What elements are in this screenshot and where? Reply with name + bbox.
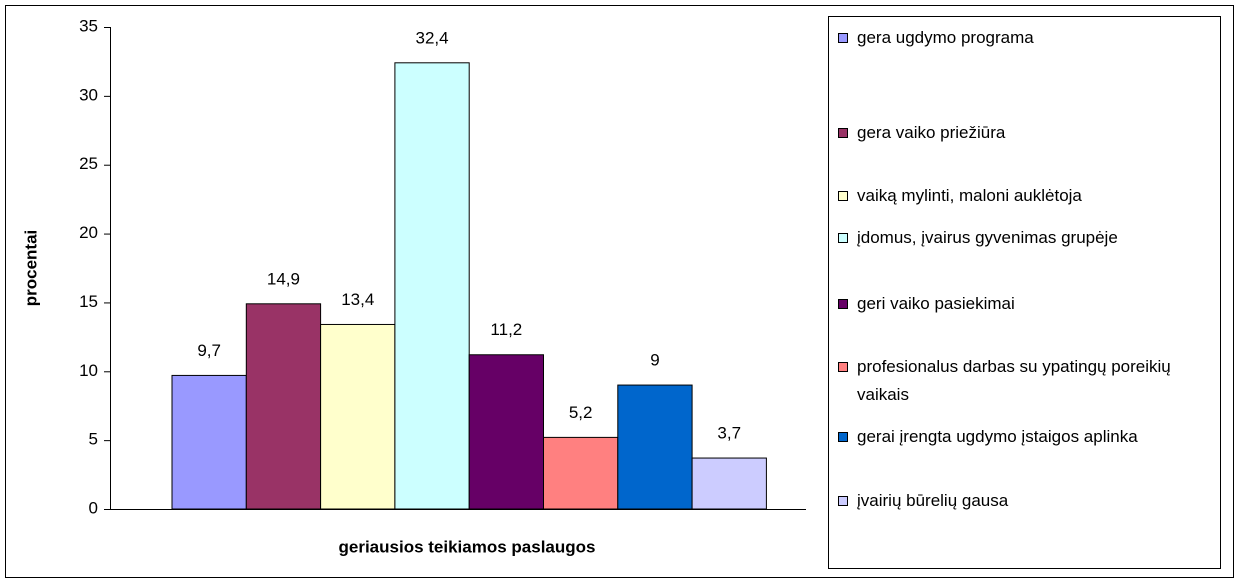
legend-item: įvairių būrelių gausa (838, 487, 1227, 515)
bar (394, 62, 470, 510)
legend-swatch (838, 299, 848, 309)
legend-label: vaiką mylinti, maloni auklėtoja (857, 186, 1082, 205)
bar (171, 374, 247, 510)
legend-swatch (838, 33, 848, 43)
y-tick-label: 25 (79, 154, 98, 173)
legend-label: įdomus, įvairus gyvenimas grupėje (857, 228, 1118, 247)
bar (468, 354, 545, 510)
data-label: 9 (650, 351, 659, 370)
bar (543, 436, 619, 510)
data-label: 32,4 (416, 28, 449, 47)
legend-item: gera vaiko priežiūra (838, 119, 1227, 147)
bar (691, 457, 767, 510)
y-tick-label: 15 (79, 292, 98, 311)
y-tick-label: 20 (79, 223, 98, 242)
chart-border (5, 5, 1234, 578)
legend-label: įvairių būrelių gausa (857, 491, 1009, 510)
legend-item: gera ugdymo programa (838, 24, 1227, 52)
y-tick-label: 10 (79, 361, 98, 380)
data-label: 5,2 (569, 403, 593, 422)
legend-swatch (838, 128, 848, 138)
bar (617, 384, 693, 510)
data-label: 13,4 (341, 290, 374, 309)
data-label: 14,9 (267, 269, 300, 288)
legend-item: profesionalus darbas su ypatingų poreiki… (838, 353, 1227, 409)
legend-swatch (838, 191, 848, 201)
y-tick-label: 30 (79, 85, 98, 104)
legend-label: profesionalus darbas su ypatingų poreiki… (857, 357, 1171, 404)
legend-label: gerai įrengta ugdymo įstaigos aplinka (857, 427, 1138, 446)
legend-item: vaiką mylinti, maloni auklėtoja (838, 182, 1227, 210)
legend: gera ugdymo programa gera vaiko priežiūra… (828, 16, 1221, 569)
legend-label: gera vaiko priežiūra (857, 123, 1006, 142)
legend-item: geri vaiko pasiekimai (838, 290, 1227, 318)
data-label: 9,7 (197, 341, 221, 360)
bar (320, 323, 396, 510)
legend-label: gera ugdymo programa (857, 28, 1034, 47)
y-tick-label: 5 (89, 430, 98, 449)
legend-swatch (838, 362, 848, 372)
legend-swatch (838, 233, 848, 243)
legend-swatch (838, 432, 848, 442)
x-axis-title: geriausios teikiamos paslaugos (339, 537, 596, 556)
data-label: 11,2 (490, 320, 522, 339)
bar (245, 303, 322, 510)
legend-label: geri vaiko pasiekimai (857, 294, 1015, 313)
legend-item: gerai įrengta ugdymo įstaigos aplinka (838, 423, 1227, 451)
data-label: 3,7 (717, 424, 741, 443)
legend-item: įdomus, įvairus gyvenimas grupėje (838, 224, 1227, 252)
y-axis-title: procentai (21, 230, 40, 307)
legend-swatch (838, 496, 848, 506)
y-tick-label: 35 (79, 16, 98, 35)
y-tick-label: 0 (89, 498, 98, 517)
